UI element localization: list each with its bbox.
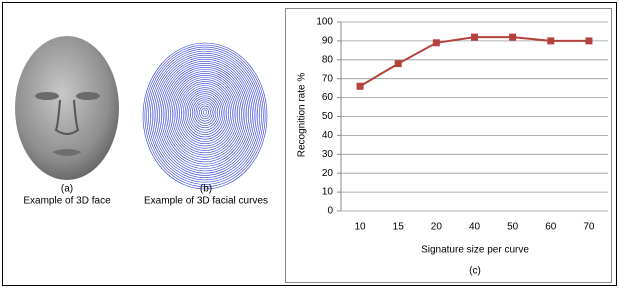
figure: (a) Example of 3D face (b) Example of 3D… bbox=[0, 0, 619, 289]
y-tick-label: 100 bbox=[316, 17, 333, 28]
point-marker bbox=[471, 34, 478, 41]
face-eye bbox=[76, 92, 100, 100]
x-tick-label: 60 bbox=[545, 222, 557, 233]
y-tick-label: 70 bbox=[322, 73, 334, 84]
point-marker bbox=[547, 37, 554, 44]
panel-label: (c) bbox=[469, 266, 481, 277]
x-axis-label: Signature size per curve bbox=[421, 245, 529, 256]
y-tick-label: 60 bbox=[322, 92, 334, 103]
facial-curve bbox=[152, 53, 258, 178]
x-tick-label: 10 bbox=[355, 222, 367, 233]
y-tick-label: 40 bbox=[322, 130, 334, 141]
face-curves bbox=[143, 43, 267, 189]
facial-curve bbox=[158, 59, 253, 171]
x-tick-label: 70 bbox=[583, 222, 595, 233]
page: (a) Example of 3D face (b) Example of 3D… bbox=[0, 0, 619, 294]
x-tick-label: 15 bbox=[393, 222, 405, 233]
face-3d bbox=[15, 36, 119, 180]
point-marker bbox=[357, 83, 364, 90]
x-tick-label: 40 bbox=[469, 222, 481, 233]
panel-label: (b) bbox=[200, 184, 212, 195]
panel-caption: Example of 3D face bbox=[23, 196, 111, 207]
facial-curve bbox=[143, 43, 267, 189]
y-tick-label: 10 bbox=[322, 187, 334, 198]
face-surface bbox=[15, 36, 119, 180]
y-tick-label: 0 bbox=[327, 206, 333, 217]
facial-curve bbox=[178, 82, 233, 146]
point-marker bbox=[585, 37, 592, 44]
facial-curve bbox=[201, 108, 208, 117]
point-marker bbox=[433, 39, 440, 46]
panel-caption: Example of 3D facial curves bbox=[144, 196, 268, 207]
chart-border bbox=[286, 9, 612, 283]
facial-curve bbox=[203, 110, 207, 114]
face-eye bbox=[35, 92, 59, 100]
facial-curve bbox=[183, 88, 227, 140]
facial-curve bbox=[196, 102, 214, 123]
x-tick-label: 50 bbox=[507, 222, 519, 233]
facial-curve bbox=[161, 63, 249, 166]
x-tick-label: 20 bbox=[431, 222, 443, 233]
panel-label: (a) bbox=[61, 184, 73, 195]
y-tick-label: 80 bbox=[322, 54, 334, 65]
point-marker bbox=[509, 34, 516, 41]
facial-curve bbox=[198, 104, 213, 121]
y-tick-label: 90 bbox=[322, 36, 334, 47]
facial-curve bbox=[148, 49, 261, 182]
y-tick-label: 20 bbox=[322, 168, 334, 179]
y-tick-label: 50 bbox=[322, 111, 334, 122]
point-marker bbox=[395, 60, 402, 67]
facial-curve bbox=[190, 96, 219, 130]
y-tick-label: 30 bbox=[322, 149, 334, 160]
y-axis-label: Recognition rate % bbox=[297, 73, 308, 158]
